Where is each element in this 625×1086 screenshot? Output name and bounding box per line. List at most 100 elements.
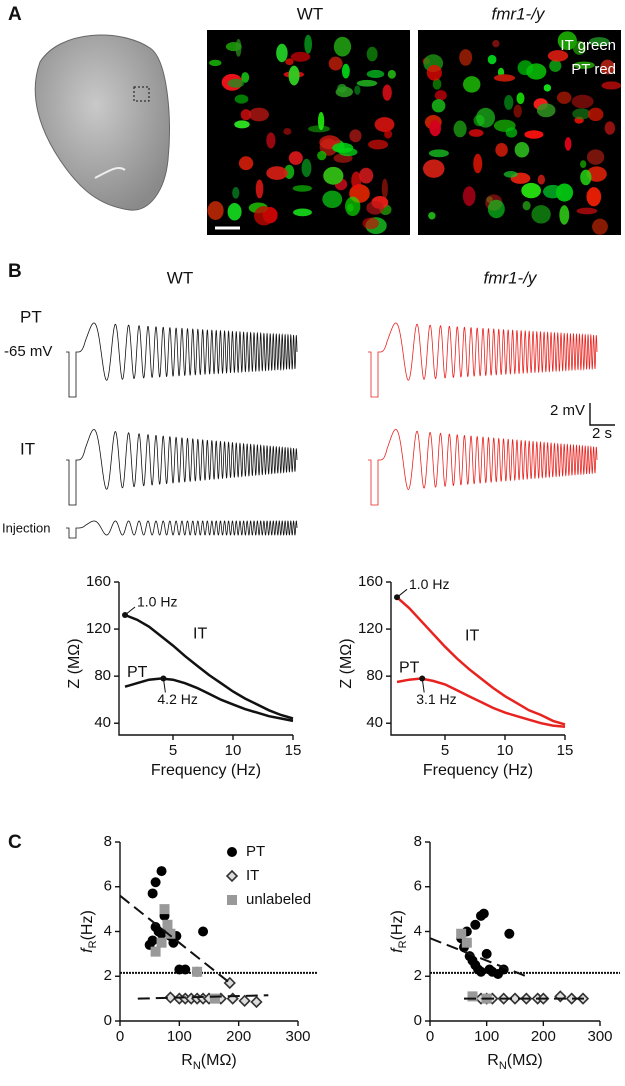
point [470, 919, 481, 930]
cell [487, 199, 505, 219]
cell [382, 84, 392, 101]
cell [328, 56, 343, 71]
cell [521, 182, 541, 199]
cell [374, 117, 395, 132]
cell [531, 205, 551, 224]
x-tick-label: 100 [167, 1028, 192, 1045]
cell [241, 72, 250, 83]
x-tick-label: 200 [531, 1028, 556, 1045]
y-tick-label: 2 [414, 967, 422, 984]
point [156, 866, 167, 877]
cell [536, 103, 556, 118]
cell [513, 104, 522, 118]
cell [235, 39, 242, 57]
x-tick-label: 10 [497, 742, 514, 759]
cell [387, 69, 396, 79]
y-tick-label: 6 [104, 878, 112, 895]
cell [207, 201, 224, 221]
ko-title: fmr1-/y [492, 4, 546, 23]
axis-label: fR(Hz) [389, 910, 409, 953]
cell [368, 139, 389, 150]
point [508, 992, 522, 1005]
axes [390, 582, 565, 736]
cell [601, 81, 622, 90]
cell [517, 60, 534, 76]
cell [453, 120, 467, 138]
y-axis-label: Z (MΩ) [66, 638, 83, 688]
annotation-point [419, 675, 426, 682]
wt-title: WT [297, 4, 323, 23]
cell [323, 166, 344, 185]
cell [429, 120, 441, 137]
cell [493, 74, 516, 82]
cell [476, 107, 496, 128]
cell [573, 61, 595, 69]
cell [283, 127, 292, 135]
cell [586, 187, 602, 207]
cell [555, 183, 574, 202]
cell [345, 196, 361, 217]
series-line [124, 677, 294, 723]
cell [290, 51, 311, 62]
y-tick-label: 4 [104, 922, 112, 939]
fit-line [137, 994, 269, 1000]
y-tick-label: 0 [104, 1012, 112, 1029]
annotation: 3.1 Hz [416, 691, 456, 707]
cell [576, 207, 598, 215]
rest-label: -65 mV [4, 343, 52, 360]
x-tick-label: 200 [226, 1028, 251, 1045]
point [461, 937, 472, 948]
cell [359, 167, 374, 184]
y-tick-label: 160 [358, 573, 383, 590]
point [478, 908, 489, 919]
label-main: R [181, 1052, 193, 1069]
label-main: R [487, 1052, 499, 1069]
roi-box [133, 86, 150, 102]
cell [516, 92, 525, 105]
voltage-trace [66, 322, 298, 398]
panel-label: A [8, 4, 22, 25]
cell [366, 69, 385, 79]
cell [514, 141, 530, 158]
cell [604, 121, 616, 135]
cell [492, 39, 500, 48]
axis-label: RN(MΩ) [181, 1052, 236, 1072]
point [150, 877, 161, 888]
cell [317, 150, 327, 161]
cell [266, 166, 288, 180]
cell [547, 50, 569, 62]
cell [586, 149, 605, 165]
point [554, 990, 567, 1003]
label-sub: N [499, 1060, 507, 1072]
cell [322, 190, 343, 208]
cell [335, 86, 353, 98]
y-tick-label: 80 [94, 667, 111, 684]
cell [549, 59, 562, 72]
scale-bar [589, 403, 615, 426]
axis-label: fR(Hz) [79, 910, 99, 953]
cell [434, 90, 447, 101]
cell [293, 208, 312, 217]
cell [266, 132, 276, 149]
cell [240, 109, 252, 121]
panel-label: B [8, 261, 22, 282]
x-tick-label: 300 [285, 1028, 310, 1045]
cell [600, 59, 615, 75]
annotation: 1.0 Hz [409, 576, 449, 592]
point [481, 948, 492, 959]
point [238, 994, 251, 1007]
legend-label: unlabeled [246, 891, 311, 908]
ko-title: fmr1-/y [484, 268, 538, 287]
x-tick-label: 15 [557, 742, 574, 759]
cell [384, 129, 393, 139]
cell [292, 185, 312, 192]
point [504, 928, 515, 939]
point [476, 966, 486, 977]
x-tick-label: 5 [441, 742, 449, 759]
cell [462, 76, 481, 93]
cell [366, 46, 378, 62]
legend-marker [227, 895, 237, 905]
cell [462, 186, 476, 207]
x-tick-label: 100 [474, 1028, 499, 1045]
